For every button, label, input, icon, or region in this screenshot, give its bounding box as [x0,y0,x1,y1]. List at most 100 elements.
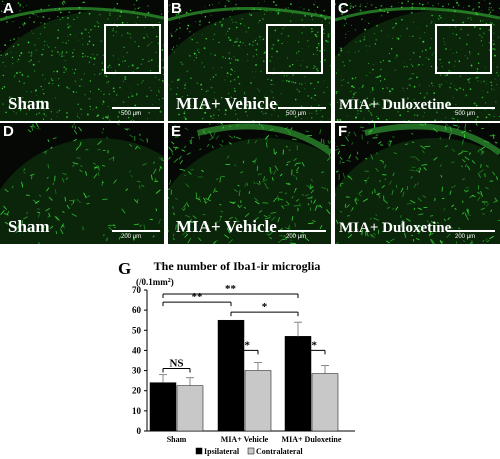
microglia-dot [101,62,103,64]
microglia-process [420,145,426,150]
microglia-dot [208,4,211,6]
microglia-dot [160,111,162,113]
microglia-process [34,200,40,204]
microglia-dot [218,115,220,116]
microglia-dot [469,16,472,19]
microglia-dot [421,8,424,10]
microglia-process [450,161,455,164]
microglia-dot [387,35,389,37]
microglia-process [361,129,365,132]
microglia-dot [147,11,150,14]
microglia-dot [170,88,172,90]
microglia-process [215,135,220,140]
microglia-dot [304,88,306,90]
microglia-process [228,216,233,220]
microglia-process [220,210,224,213]
microglia-dot [329,15,330,17]
microglia-dot [361,86,364,89]
microglia-dot [178,18,180,20]
microglia-dot [449,48,451,50]
microglia-process [439,164,442,167]
microglia-process [391,189,394,196]
microglia-dot [16,72,18,74]
microglia-process [415,156,420,162]
microglia-dot [373,32,376,35]
microglia-process [29,173,35,177]
microglia-dot [478,11,480,13]
microglia-dot [160,105,162,107]
microglia-dot [11,56,14,59]
microglia-dot [236,26,238,29]
microglia-process [97,171,100,177]
microglia-dot [377,117,380,120]
microglia-process [254,139,258,144]
microglia-dot [58,7,61,10]
microglia-dot [210,14,212,16]
microglia-process [339,210,343,213]
microglia-process [182,207,186,212]
microglia-dot [416,114,419,117]
microglia-dot [73,49,75,51]
microglia-dot [448,4,449,6]
microglia-process [412,238,415,242]
microglia-dot [398,2,400,4]
microglia-process [174,136,179,138]
microglia-dot [307,95,309,97]
microglia-dot [408,83,410,85]
microglia-dot [130,93,132,94]
panel-letter-b: B [171,0,182,17]
microglia-process [293,187,297,193]
microglia-process [279,173,283,177]
microglia-dot [124,109,127,112]
microglia-dot [410,11,413,14]
microglia-process [267,228,273,233]
microglia-dot [74,68,77,71]
microglia-dot [131,95,134,98]
microglia-dot [28,61,30,63]
microglia-dot [112,87,115,90]
microglia-dot [114,75,116,77]
microglia-dot [175,93,178,96]
tissue-glow [335,10,500,121]
microglia-dot [439,58,441,61]
microglia-dot [273,68,275,70]
microglia-process [417,225,422,228]
microglia-dot [83,1,85,4]
microglia-dot [158,91,160,93]
microglia-dot [392,88,394,91]
microglia-process [258,210,263,213]
microglia-dot [391,88,394,90]
microglia-dot [86,113,89,116]
microglia-dot [366,97,369,100]
microglia-process [217,123,219,124]
microglia-process [417,197,422,202]
microglia-dot [423,96,426,99]
microglia-process [263,176,266,181]
microglia-dot [495,101,497,103]
microglia-dot [109,12,111,15]
microglia-dot [348,59,351,62]
microglia-dot [328,22,331,24]
microglia-dot [12,45,15,48]
microglia-dot [314,94,317,97]
microglia-dot [153,27,154,29]
microglia-dot [337,91,339,93]
microglia-dot [0,10,3,13]
microglia-dot [380,4,383,7]
microglia-dot [376,76,379,79]
microglia-dot [368,22,370,24]
microglia-process [38,194,42,197]
microglia-process [37,242,41,244]
microglia-dot [319,49,322,52]
microglia-process [370,234,373,238]
microglia-dot [36,94,38,96]
microglia-process [351,207,354,210]
microglia-dot [381,106,383,108]
microglia-dot [242,42,245,44]
microglia-dot [323,9,325,12]
micrograph-panel-b: B MIA+ Vehicle 500 µm [168,0,331,121]
microglia-dot [185,82,187,85]
microglia-dot [163,73,164,76]
microglia-process [430,221,437,225]
microglia-dot [301,19,303,21]
